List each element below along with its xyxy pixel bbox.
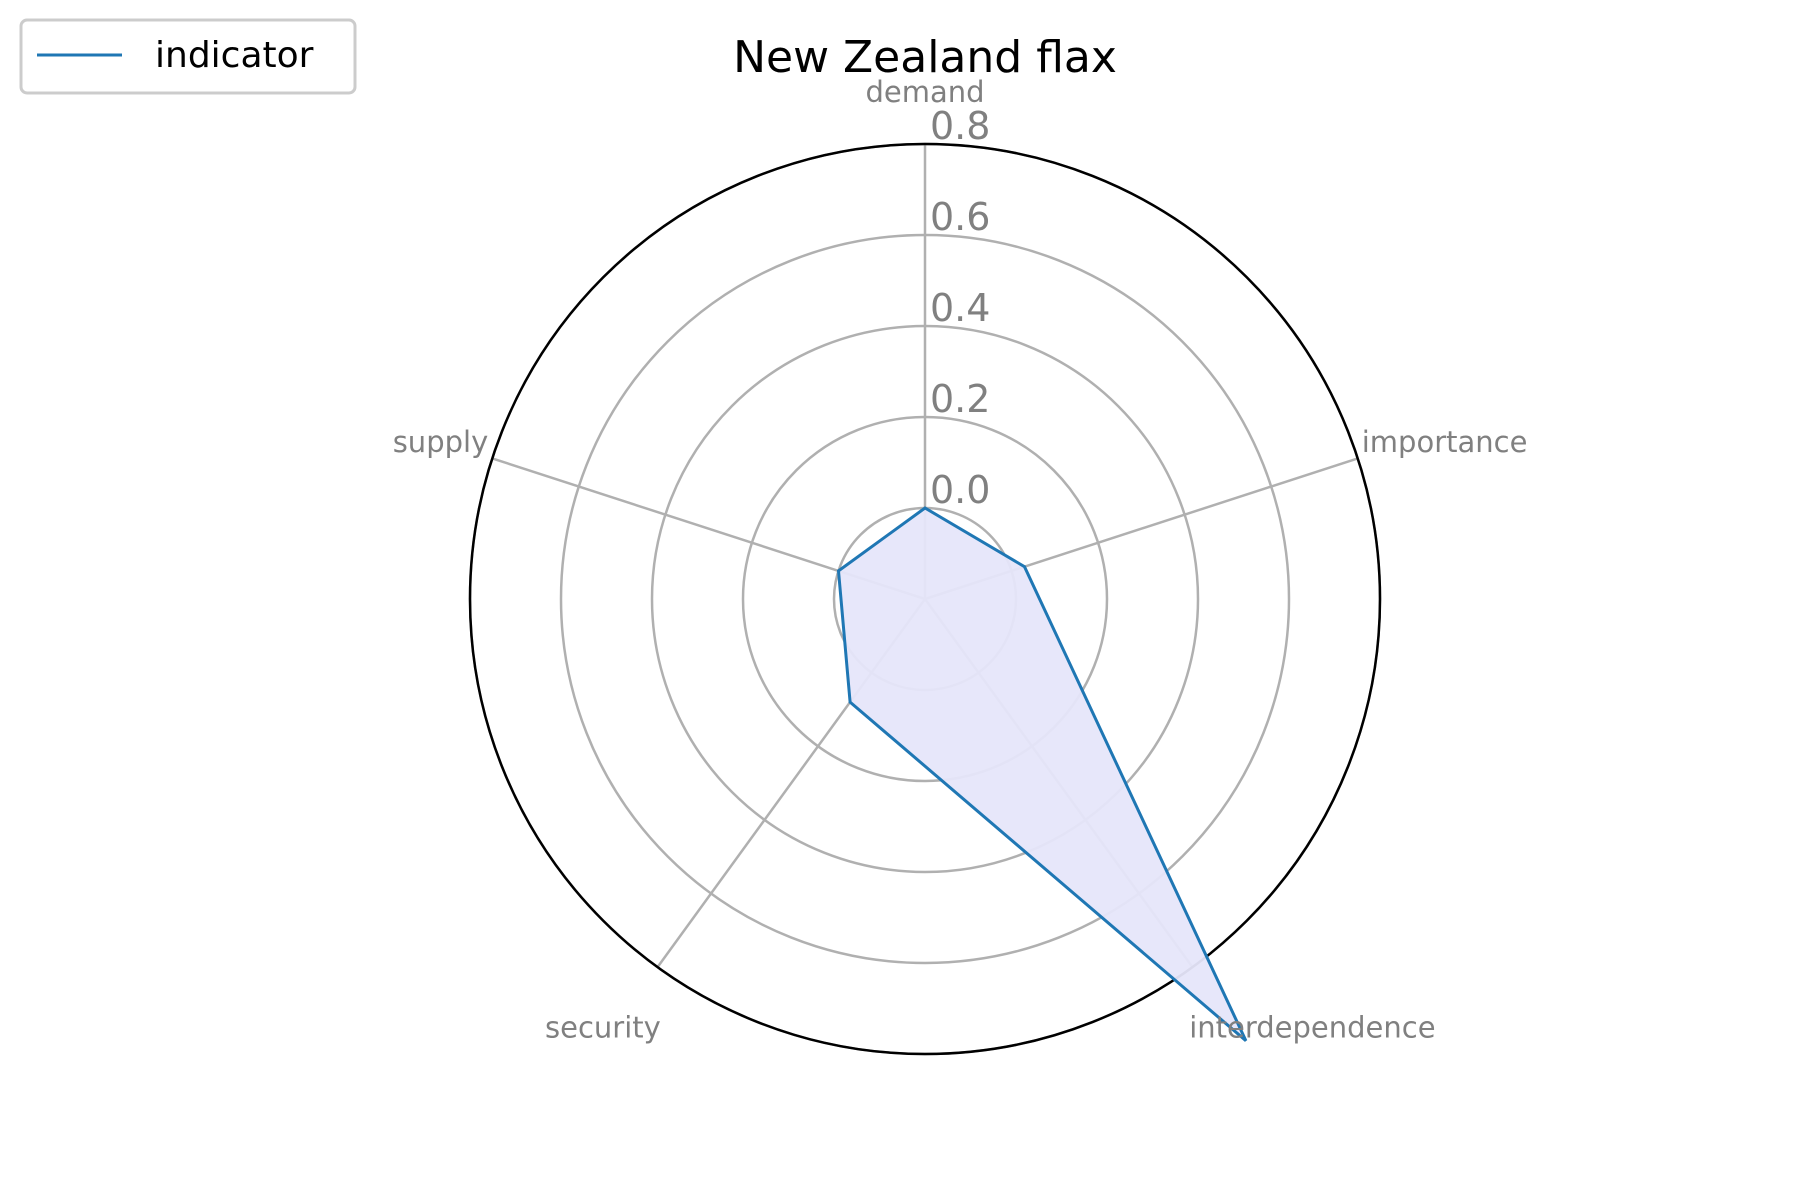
legend: indicator bbox=[19, 18, 357, 95]
r-tick-label-0: 0.0 bbox=[930, 468, 990, 512]
radar-labels: demand importance interdependence security s… bbox=[393, 75, 1528, 1044]
chart-title: New Zealand flax bbox=[733, 32, 1117, 83]
axis-label-interdependence: interdependence bbox=[1189, 1010, 1435, 1044]
radar-series bbox=[836, 506, 1248, 1042]
legend-box bbox=[19, 18, 357, 95]
r-tick-label-2: 0.4 bbox=[930, 286, 990, 330]
legend-label-indicator: indicator bbox=[155, 35, 314, 76]
r-tick-label-4: 0.8 bbox=[930, 104, 990, 148]
axis-label-demand: demand bbox=[865, 75, 984, 109]
axis-label-importance: importance bbox=[1362, 425, 1528, 459]
axis-label-security: security bbox=[545, 1010, 661, 1044]
r-tick-label-1: 0.2 bbox=[930, 377, 990, 421]
series-fill-indicator bbox=[838, 508, 1246, 1041]
series-line-indicator bbox=[836, 506, 1248, 1042]
axis-label-supply: supply bbox=[393, 425, 489, 459]
polar-frame bbox=[468, 142, 1382, 1056]
r-tick-label-3: 0.6 bbox=[930, 195, 990, 239]
